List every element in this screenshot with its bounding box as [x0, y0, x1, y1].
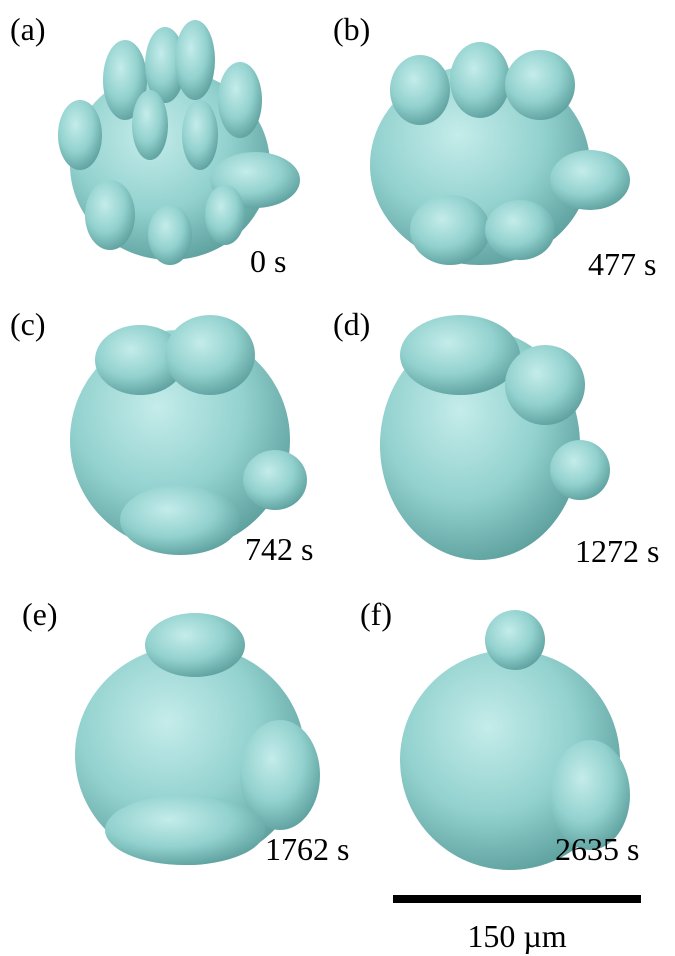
time-label: 742 s	[245, 531, 313, 567]
scale-bar	[393, 895, 641, 903]
blob-c	[70, 315, 307, 555]
time-label: 1272 s	[575, 533, 659, 569]
blob-a	[58, 20, 300, 265]
panel-label: (a)	[10, 11, 46, 47]
panel-label: (b)	[333, 11, 370, 47]
blob-d	[380, 315, 610, 560]
time-label: 2635 s	[555, 831, 639, 867]
blob-b	[370, 42, 630, 265]
time-label: 1762 s	[265, 831, 349, 867]
scale-bar-label: 150 µm	[467, 918, 566, 954]
blob-e	[75, 613, 320, 865]
panel-label: (d)	[333, 306, 370, 342]
panel-label: (e)	[22, 596, 58, 632]
panel-label: (c)	[10, 306, 46, 342]
figure: (a) (b) (c) (d) (e) (f) 0 s 477 s 742 s …	[0, 0, 675, 956]
time-label: 477 s	[588, 246, 656, 282]
time-label: 0 s	[250, 243, 286, 279]
panel-label: (f)	[360, 596, 392, 632]
